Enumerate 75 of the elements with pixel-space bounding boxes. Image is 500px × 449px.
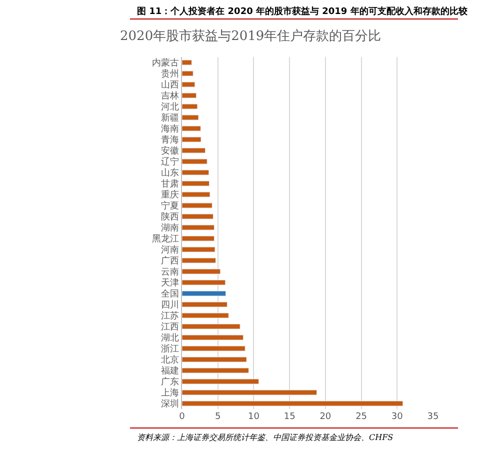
y-tick-label: 重庆: [161, 190, 180, 201]
bar: [182, 356, 247, 362]
y-tick-label: 陕西: [161, 212, 180, 223]
x-tick-label: 0: [179, 412, 186, 422]
bar: [182, 114, 199, 120]
bar: [182, 192, 210, 198]
y-tick-label: 山西: [161, 80, 180, 91]
bar: [182, 268, 221, 274]
y-tick-label: 上海: [161, 388, 180, 399]
bar: [182, 312, 229, 318]
bar: [182, 324, 240, 330]
bar: [182, 258, 216, 264]
y-tick-label: 甘肃: [161, 178, 180, 190]
y-tick-label: 河南: [161, 244, 180, 256]
bar: [182, 148, 206, 154]
bar: [182, 136, 202, 142]
y-tick-label: 湖北: [161, 332, 180, 344]
y-tick-label: 全国: [161, 288, 180, 300]
bar: [182, 70, 194, 76]
y-tick-label: 山东: [161, 168, 180, 179]
bar: [182, 104, 198, 110]
y-tick-label: 广西: [161, 256, 180, 267]
bar: [182, 334, 244, 340]
bar: [182, 236, 215, 242]
x-tick-label: 15: [284, 412, 296, 422]
y-tick-label: 黑龙江: [152, 234, 180, 245]
bar: [182, 180, 210, 186]
bar: [182, 158, 208, 164]
bar: [182, 378, 259, 384]
y-tick-label: 贵州: [161, 68, 180, 80]
bar: [182, 82, 196, 88]
bar: [182, 214, 214, 220]
y-tick-label: 云南: [161, 266, 180, 278]
y-tick-label: 湖南: [161, 222, 180, 234]
bar: [182, 302, 228, 308]
y-tick-label: 新疆: [161, 112, 180, 124]
bar: [182, 400, 404, 406]
y-tick-label: 深圳: [161, 398, 180, 410]
y-tick-label: 河北: [161, 102, 180, 113]
y-tick-label: 北京: [161, 354, 180, 366]
y-tick-label: 四川: [161, 300, 180, 311]
x-tick-label: 35: [427, 412, 439, 422]
text: 资料来源：上海证券交易所统计年鉴、中国证券投资基金业协会、CHFS: [137, 433, 394, 442]
bar: [182, 170, 210, 176]
y-tick-label: 福建: [161, 366, 180, 377]
y-tick-label: 安徽: [161, 146, 180, 157]
bar: [182, 202, 212, 208]
bar: [182, 92, 197, 98]
y-tick-label: 宁夏: [161, 200, 180, 212]
y-tick-label: 江苏: [161, 310, 180, 322]
y-tick-label: 辽宁: [161, 156, 180, 168]
y-tick-label: 吉林: [161, 90, 180, 102]
bar: [182, 290, 226, 296]
y-tick-label: 海南: [161, 124, 180, 135]
x-tick-label: 30: [391, 412, 404, 422]
x-tick-label: 10: [248, 412, 260, 422]
bar: [182, 368, 249, 374]
x-tick-label: 5: [214, 412, 221, 422]
chart-title: 图 11：个人投资者在 2020 年的股市获益与 2019 年的可支配收入和存款的比较: [137, 6, 468, 17]
y-tick-label: 江西: [161, 322, 180, 333]
chart-subtitle: 2020年股市获益与2019年住户存款的百分比: [120, 29, 382, 44]
y-tick-label: 内蒙古: [152, 58, 180, 69]
bar: [182, 246, 216, 252]
bar: [182, 60, 192, 66]
bar: [182, 346, 246, 352]
x-tick-label: 25: [356, 412, 368, 422]
bar: [182, 390, 318, 396]
x-tick-label: 20: [320, 412, 332, 422]
y-tick-label: 天津: [161, 278, 180, 289]
bar: [182, 224, 215, 230]
y-tick-label: 青海: [161, 134, 180, 146]
bar: [182, 126, 201, 132]
bar: [182, 280, 226, 286]
y-tick-label: 广东: [161, 376, 180, 388]
y-tick-label: 浙江: [161, 344, 180, 355]
